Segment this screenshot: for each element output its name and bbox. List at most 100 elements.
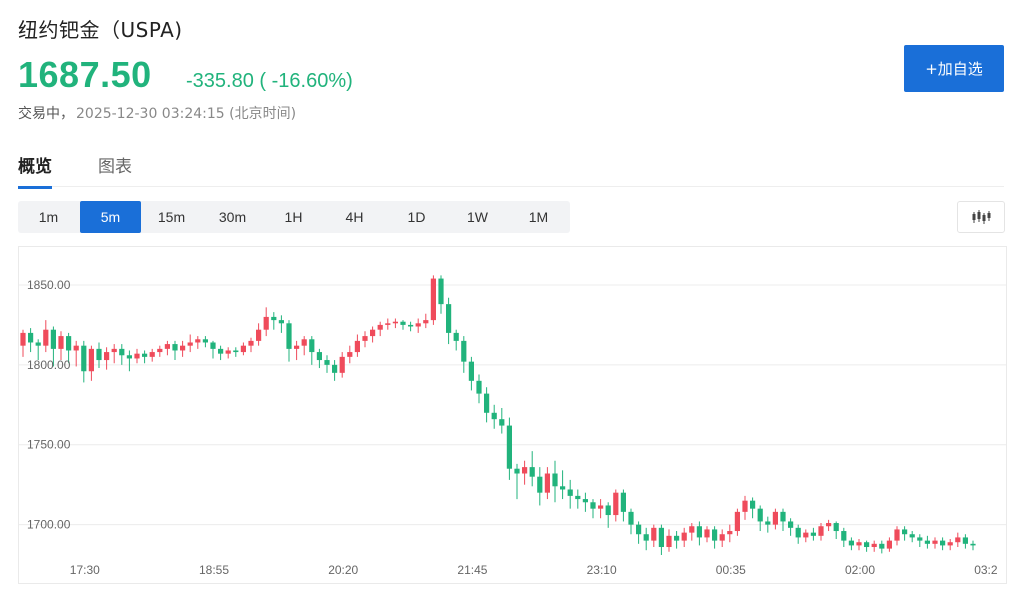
candle <box>461 340 467 362</box>
candle <box>795 527 801 538</box>
candle <box>780 511 786 522</box>
candle <box>339 356 345 373</box>
candle <box>256 329 262 341</box>
candle <box>301 339 307 346</box>
price-change: -335.80 ( -16.60%) <box>186 70 353 92</box>
candle <box>316 352 322 361</box>
page-title: 纽约钯金（USPA) <box>18 18 183 42</box>
candle <box>149 352 155 357</box>
candle <box>354 340 360 353</box>
candle <box>28 332 34 343</box>
candle <box>286 323 292 349</box>
price-chart[interactable]: 1850.00 1800.00 1750.00 1700.00 17:30 18:55 20… <box>18 246 1007 584</box>
candle <box>119 348 125 356</box>
period-1mo[interactable]: 1M <box>528 209 549 225</box>
candle <box>742 500 748 512</box>
candle <box>826 523 832 527</box>
period-5m[interactable]: 5m <box>80 201 141 233</box>
candle <box>423 320 429 324</box>
candle <box>202 339 208 343</box>
tab-bar: 概览 图表 <box>18 150 1004 189</box>
x-tick-label: 00:35 <box>716 563 746 577</box>
candle <box>134 353 140 359</box>
candle <box>947 542 953 546</box>
candle <box>157 348 163 353</box>
candle <box>392 321 398 324</box>
candle <box>879 543 885 549</box>
candle <box>491 412 497 420</box>
period-1m[interactable]: 1m <box>38 209 59 225</box>
candle <box>727 531 733 535</box>
candle <box>96 348 102 361</box>
candle <box>164 344 170 349</box>
candle <box>575 495 581 500</box>
x-tick-label: 02:00 <box>845 563 875 577</box>
candle <box>917 537 923 541</box>
candle <box>506 425 512 469</box>
candle <box>126 355 132 359</box>
candle <box>544 473 550 493</box>
tab-chart[interactable]: 图表 <box>98 157 132 177</box>
candle <box>833 523 839 532</box>
period-30m[interactable]: 30m <box>218 209 247 225</box>
candle <box>864 542 870 548</box>
candle <box>415 323 421 327</box>
candle <box>271 316 277 321</box>
candle <box>719 534 725 541</box>
candlestick-icon <box>972 210 991 224</box>
candle <box>514 468 520 474</box>
candle <box>567 489 573 496</box>
candle <box>218 348 224 354</box>
candle <box>172 344 178 351</box>
candle <box>537 476 543 493</box>
timestamp: 2025-12-30 03:24:15 (北京时间) <box>76 106 297 122</box>
candle <box>924 540 930 544</box>
candle <box>909 534 915 538</box>
period-1d[interactable]: 1D <box>407 209 426 225</box>
candle <box>195 339 201 343</box>
candle <box>712 529 718 541</box>
candle <box>400 321 406 325</box>
candle <box>886 540 892 549</box>
candle <box>362 336 368 341</box>
candle <box>438 278 444 305</box>
candle <box>902 529 908 535</box>
candle <box>240 345 246 353</box>
candle <box>605 505 611 516</box>
candle <box>446 304 452 333</box>
candle <box>484 393 490 413</box>
period-1w[interactable]: 1W <box>467 209 488 225</box>
candle <box>210 342 216 349</box>
candle <box>476 380 482 394</box>
candlestick-chart[interactable]: 1850.00 1800.00 1750.00 1700.00 17:30 18:55 20… <box>19 247 1006 583</box>
candle <box>734 511 740 532</box>
candle <box>58 336 64 349</box>
add-watchlist-button[interactable]: +加自选 <box>904 45 1004 92</box>
candle <box>81 345 87 372</box>
candle <box>841 531 847 541</box>
candle <box>658 527 664 548</box>
candle <box>187 342 193 346</box>
candle <box>278 320 284 324</box>
candle <box>111 348 117 353</box>
candle <box>772 511 778 525</box>
candle <box>757 508 763 522</box>
candle <box>955 537 961 543</box>
chart-type-button[interactable] <box>957 201 1005 233</box>
period-15m[interactable]: 15m <box>157 209 186 225</box>
candle <box>560 486 566 490</box>
candle <box>803 532 809 538</box>
candle <box>233 350 239 353</box>
candle <box>73 345 79 351</box>
candle <box>582 499 588 503</box>
candle <box>674 535 680 541</box>
x-tick-label: 21:45 <box>457 563 487 577</box>
period-4h[interactable]: 4H <box>345 209 364 225</box>
candle <box>962 537 968 544</box>
tab-overview[interactable]: 概览 <box>18 152 52 189</box>
y-tick-label: 1750.00 <box>27 438 71 452</box>
candle <box>104 352 110 361</box>
candle <box>499 419 505 426</box>
period-1h[interactable]: 1H <box>284 209 303 225</box>
candle <box>324 360 330 365</box>
